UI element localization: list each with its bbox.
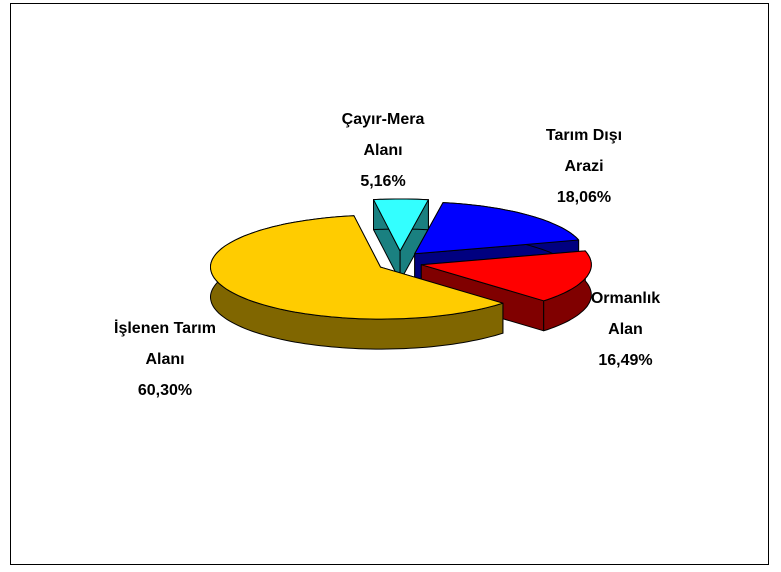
category-label: Ormanlık Alan bbox=[590, 290, 661, 338]
slice-top bbox=[420, 250, 592, 302]
data-label: Tarım Dışı Arazi 18,06% bbox=[530, 120, 638, 213]
chart-frame bbox=[10, 3, 769, 565]
value-label: 18,06% bbox=[556, 189, 612, 206]
category-label: Çayır-Mera Alanı bbox=[341, 111, 425, 159]
category-label: Tarım Dışı Arazi bbox=[545, 127, 623, 175]
slice-top bbox=[414, 202, 580, 255]
slice bbox=[373, 198, 429, 282]
slice-top bbox=[210, 215, 504, 320]
data-label: İşlenen Tarım Alanı 60,30% bbox=[104, 313, 226, 406]
slice-top bbox=[373, 198, 429, 252]
value-label: 5,16% bbox=[360, 173, 406, 190]
value-label: 60,30% bbox=[137, 382, 193, 399]
data-label: Çayır-Mera Alanı 5,16% bbox=[330, 104, 436, 197]
slice bbox=[210, 215, 504, 350]
value-label: 16,49% bbox=[598, 352, 653, 369]
data-label: Ormanlık Alan 16,49% bbox=[578, 283, 673, 376]
category-label: İşlenen Tarım Alanı bbox=[114, 320, 216, 368]
